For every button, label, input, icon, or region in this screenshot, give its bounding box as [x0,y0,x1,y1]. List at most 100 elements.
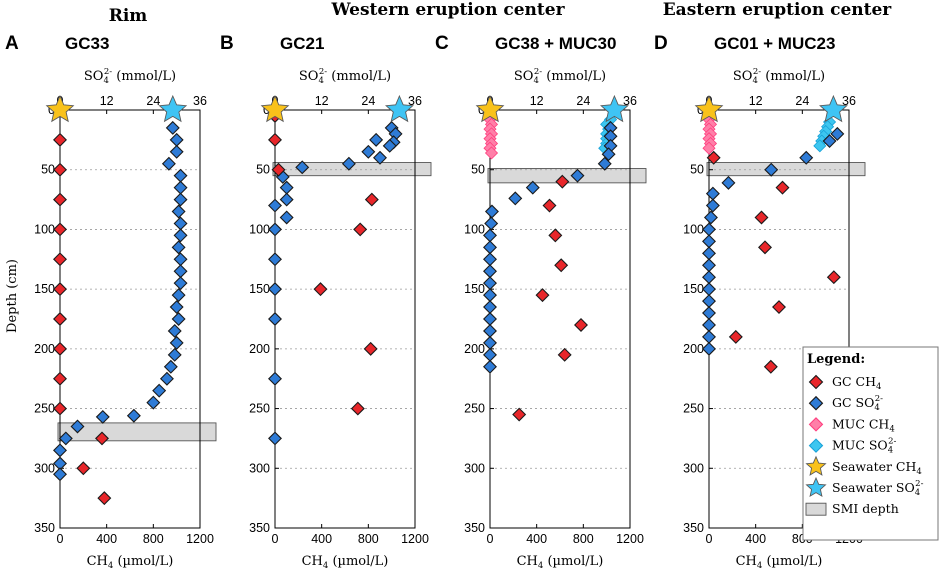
muc-ch4-point [484,146,499,160]
gc-ch4-point [53,341,67,356]
gc-ch4-point [53,132,67,147]
x-bottom-tick-label: 400 [745,532,766,546]
y-tick-label: 250 [34,402,55,416]
gc-so4-point [167,323,182,338]
y-tick-label: 150 [34,282,55,296]
gc-so4-point [702,317,716,332]
gc-so4-point [53,467,67,482]
gc-so4-point [525,180,540,195]
x-bottom-tick-label: 400 [526,532,547,546]
gc-so4-point [173,252,188,267]
gc-so4-point [173,168,188,183]
y-tick-label: 50 [471,163,485,177]
gc-so4-point [702,270,716,285]
gc-so4-point [268,198,282,213]
seawater-ch4-star [475,94,505,123]
legend-item-seawater-so4: Seawater SO42- [805,476,924,498]
gc-ch4-point [271,162,286,177]
group-title-rim: Rim [109,6,148,26]
legend-muc-ch4-marker [808,417,824,432]
y-tick-label: 100 [683,222,704,236]
gc-ch4-point [763,359,778,374]
gc-ch4-point [53,222,67,237]
y-tick-label: 300 [683,461,704,475]
x-bottom-axis-label: CH4 (µmol/L) [87,554,174,571]
gc-so4-point [152,383,167,398]
panel-letter: C [435,33,449,54]
y-tick-label: 250 [249,402,270,416]
gc-so4-point [483,312,497,326]
gc-so4-point [167,347,182,362]
x-top-tick-label: 36 [623,94,637,108]
gc-so4-point [165,120,180,135]
seawater-so4-star [385,94,414,123]
seawater-so4-star [158,94,188,123]
gc-ch4-point [313,282,328,297]
gc-so4-point [173,216,188,231]
gc-so4-point [483,288,497,303]
gc-so4-point [483,276,497,291]
gc-ch4-point [512,407,527,422]
x-top-tick-label: 12 [749,94,763,108]
x-top-tick-label: 12 [100,94,114,108]
x-top-axis-label: SO42- (mmol/L) [733,67,825,86]
x-bottom-tick-label: 400 [311,532,332,546]
gc-so4-point [483,264,497,279]
gc-ch4-point [706,150,721,165]
panel-letter: D [654,33,668,54]
y-tick-label: 150 [464,282,485,296]
legend-item-gc-so4: GC SO42- [808,394,883,413]
gc-ch4-point [548,228,563,243]
y-tick-label: 250 [683,402,704,416]
gc-so4-point [169,144,184,159]
y-tick-label: 250 [464,402,485,416]
x-bottom-tick-label: 0 [487,532,494,546]
gc-so4-point [483,359,497,374]
gc-so4-point [703,210,718,225]
x-top-tick-label: 36 [408,94,422,108]
y-tick-label: 50 [690,163,704,177]
legend-gc-ch4-marker [808,374,824,390]
seawater-ch4-star [45,94,75,123]
gc-ch4-point [535,288,550,303]
gc-so4-point [53,443,67,458]
gc-so4-point [268,252,282,267]
muc-so4-point [813,139,827,153]
gc-so4-point [483,300,497,315]
x-top-tick-label: 36 [842,94,856,108]
x-top-tick-label: 24 [361,94,375,108]
group-title-eastern: Eastern eruption center [663,0,893,20]
gc-so4-point [173,228,188,243]
gc-so4-point [601,147,616,162]
gc-ch4-point [364,192,379,207]
gc-so4-point [702,222,716,237]
legend-muc-so4-marker [808,438,824,453]
gc-ch4-point [53,252,67,267]
seawater-ch4-star [260,94,290,123]
gc-ch4-point [268,132,282,147]
y-tick-label: 150 [683,282,704,296]
legend-item-gc-ch4: GC CH4 [808,374,881,392]
gc-so4-point [483,323,497,338]
gc-so4-point [764,162,779,177]
legend-smi-marker [805,502,827,516]
legend-item-label: MUC SO42- [832,437,897,456]
legend-seawater-so4-marker [805,476,827,498]
panel-name: GC33 [65,34,109,53]
legend-item-label: Seawater SO42- [832,479,924,498]
gc-so4-point [702,329,716,344]
gc-so4-point [70,419,85,434]
gc-so4-point [341,156,356,171]
group-title-western: Western eruption center [330,0,565,20]
y-tick-label: 100 [464,222,485,236]
x-bottom-tick-label: 800 [573,532,594,546]
legend-item-label: SMI depth [832,501,899,516]
legend-seawater-ch4-marker [805,455,827,476]
gc-ch4-point [574,317,588,332]
gc-so4-point [484,204,499,219]
y-tick-label: 300 [249,461,270,475]
panel-b: BGC2105010015020025030035004008001200012… [220,33,432,571]
panel-a: AGC3305010015020025030035004008001200012… [5,33,217,571]
x-bottom-tick-label: 800 [143,532,164,546]
